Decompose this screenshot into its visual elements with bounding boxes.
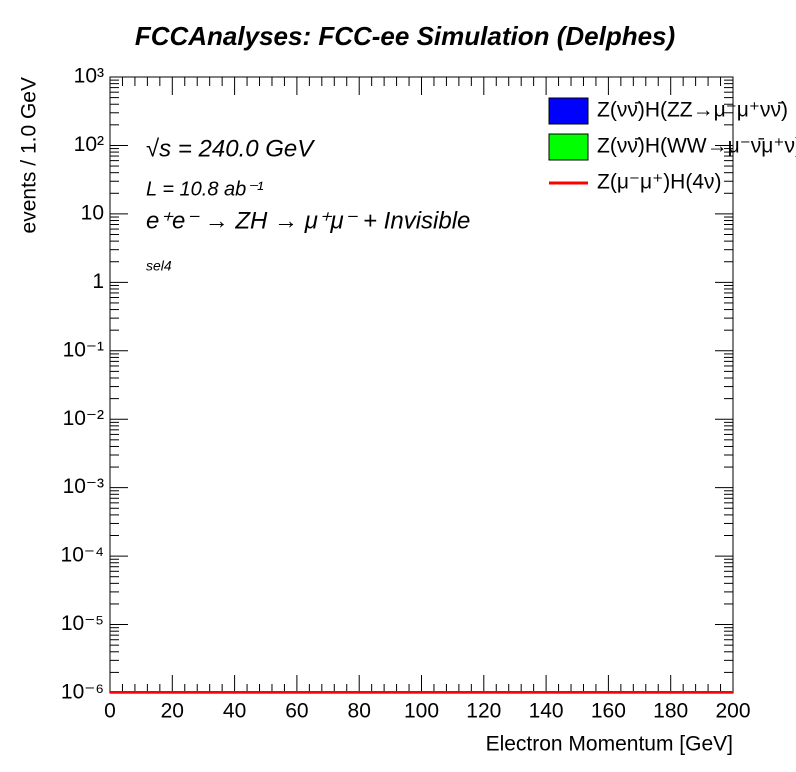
annotation: e⁺e⁻ → ZH → μ⁺μ⁻ + Invisible: [146, 207, 470, 234]
legend-swatch: [548, 133, 589, 161]
annotation: sel4: [146, 258, 172, 274]
y-tick-label: 1: [92, 270, 104, 293]
annotation: √s = 240.0 GeV: [146, 135, 315, 162]
x-tick-label: 120: [466, 700, 501, 723]
y-tick-label: 10⁻¹: [63, 338, 104, 361]
y-tick-label: 10⁻⁶: [61, 681, 104, 704]
x-tick-label: 20: [161, 700, 184, 723]
y-tick-label: 10³: [74, 65, 104, 88]
x-tick-label: 60: [285, 700, 308, 723]
y-tick-label: 10⁻⁴: [61, 544, 104, 567]
x-tick-label: 160: [591, 700, 626, 723]
x-tick-label: 0: [104, 700, 116, 723]
legend-swatch: [548, 97, 589, 125]
legend-label: Z(νν̄)H(WW→μ⁻ν̄μ⁺ν): [597, 135, 796, 158]
y-tick-label: 10⁻⁵: [61, 612, 104, 635]
x-tick-label: 140: [529, 700, 564, 723]
y-tick-label: 10: [81, 201, 104, 224]
x-tick-label: 80: [348, 700, 371, 723]
y-tick-label: 10⁻²: [63, 407, 104, 430]
x-tick-label: 200: [715, 700, 750, 723]
annotation: L = 10.8 ab⁻¹: [146, 178, 264, 200]
legend-label: Z(μ⁻μ⁺)H(4ν): [597, 171, 722, 194]
y-tick-label: 10²: [74, 133, 104, 156]
y-axis-label: events / 1.0 GeV: [18, 77, 41, 233]
x-axis-label: Electron Momentum [GeV]: [486, 733, 733, 756]
legend-label: Z(νν̄)H(ZZ→μ⁻μ⁺νν̄): [597, 99, 788, 122]
x-tick-label: 40: [223, 700, 246, 723]
chart-title: FCCAnalyses: FCC-ee Simulation (Delphes): [135, 21, 675, 51]
plot-frame: [109, 76, 734, 694]
x-tick-label: 180: [653, 700, 688, 723]
x-tick-label: 100: [404, 700, 439, 723]
y-tick-label: 10⁻³: [63, 475, 104, 498]
